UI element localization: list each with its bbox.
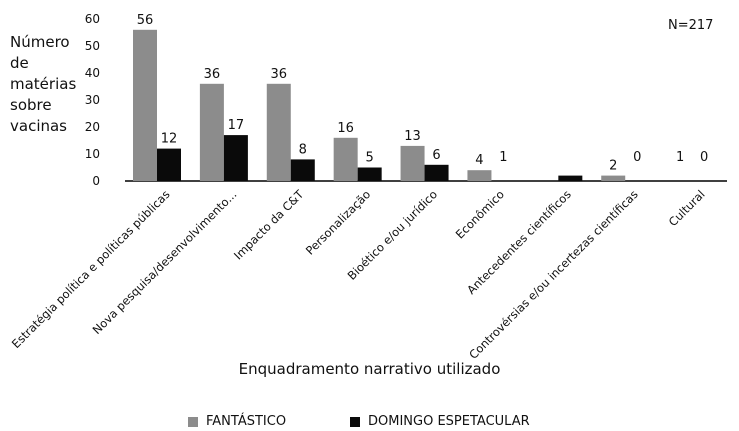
data-label: 56 xyxy=(137,13,154,28)
legend-item-fantastico: FANTÁSTICO xyxy=(188,414,286,429)
x-tick-label: Nova pesquisa/desenvolvimento... xyxy=(90,187,240,337)
bar-fantastico xyxy=(199,83,224,181)
data-label: 6 xyxy=(432,148,440,163)
data-label: 0 xyxy=(633,150,641,165)
bar-fantastico xyxy=(133,29,157,181)
y-tick-label: 30 xyxy=(85,93,100,107)
data-label: 8 xyxy=(299,142,307,157)
data-label: 12 xyxy=(161,132,178,147)
data-label: 0 xyxy=(700,150,708,165)
data-label: 1 xyxy=(676,150,684,165)
bar-fantastico xyxy=(467,170,492,181)
legend-swatch xyxy=(188,416,198,427)
data-label: 2 xyxy=(609,159,617,174)
bar-fantastico xyxy=(601,175,626,181)
x-tick-label: Personalização xyxy=(303,187,373,257)
sample-size-note: N=217 xyxy=(668,18,714,33)
bar-domingo-espetacular xyxy=(157,148,181,181)
data-label: 36 xyxy=(204,67,221,82)
y-tick-label: 40 xyxy=(85,66,100,80)
x-tick-label: Econômico xyxy=(453,187,507,241)
legend-item-domingo-espetacular: DOMINGO ESPETACULAR xyxy=(350,414,530,429)
data-label: 36 xyxy=(271,67,288,82)
y-axis-title: Número de matérias sobre vacinas xyxy=(10,32,76,137)
x-tick-label: Cultural xyxy=(666,187,708,229)
bar-domingo-espetacular xyxy=(558,175,583,181)
bar-domingo-espetacular xyxy=(290,159,315,181)
bar-domingo-espetacular xyxy=(424,164,449,181)
y-axis-title-line: de xyxy=(10,54,29,72)
x-axis-title: Enquadramento narrativo utilizado xyxy=(238,360,501,378)
x-tick-label: Impacto da C&T xyxy=(231,187,307,263)
data-label: 17 xyxy=(228,118,245,133)
y-tick-label: 20 xyxy=(85,120,100,134)
bar-fantastico xyxy=(400,145,425,181)
y-tick-label: 10 xyxy=(85,147,100,161)
y-tick-label: 0 xyxy=(92,174,100,188)
y-axis-title-line: vacinas xyxy=(10,117,67,135)
data-label: 13 xyxy=(404,129,421,144)
bar-domingo-espetacular xyxy=(357,167,382,181)
data-label: 5 xyxy=(366,151,374,166)
data-label: 16 xyxy=(337,121,354,136)
y-tick-label: 50 xyxy=(85,39,100,53)
data-label: 1 xyxy=(499,150,507,165)
y-axis-title-line: sobre xyxy=(10,96,52,114)
bar-fantastico xyxy=(266,83,291,181)
bar-fantastico xyxy=(333,137,358,181)
bar-domingo-espetacular xyxy=(223,135,248,181)
legend-swatch xyxy=(350,416,360,427)
legend: FANTÁSTICO DOMINGO ESPETACULAR xyxy=(0,414,739,430)
y-axis-title-line: matérias xyxy=(10,75,77,93)
y-axis-title-line: Número xyxy=(10,33,70,51)
legend-label: DOMINGO ESPETACULAR xyxy=(368,414,530,429)
legend-label: FANTÁSTICO xyxy=(206,414,287,429)
data-label: 4 xyxy=(475,153,483,168)
y-tick-label: 60 xyxy=(85,12,100,26)
